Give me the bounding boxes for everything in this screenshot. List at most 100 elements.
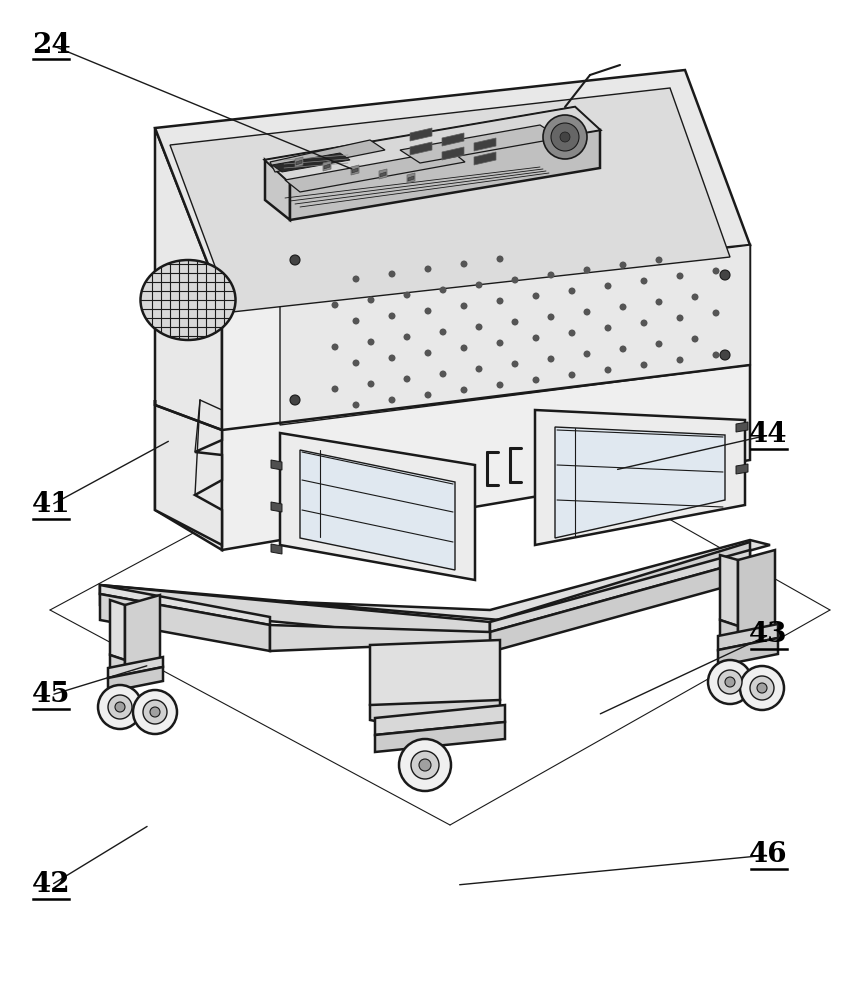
Polygon shape [735, 464, 747, 474]
Circle shape [388, 270, 395, 277]
Circle shape [532, 334, 539, 342]
Circle shape [403, 292, 410, 298]
Polygon shape [100, 540, 769, 620]
Polygon shape [490, 550, 749, 632]
Polygon shape [442, 147, 463, 160]
Text: 46: 46 [748, 841, 787, 868]
Polygon shape [735, 422, 747, 432]
Circle shape [719, 350, 729, 360]
Polygon shape [473, 138, 496, 151]
Polygon shape [154, 128, 222, 550]
Circle shape [98, 685, 142, 729]
Polygon shape [379, 169, 386, 179]
Circle shape [419, 759, 431, 771]
Circle shape [367, 380, 374, 387]
Text: 44: 44 [748, 422, 787, 448]
Circle shape [655, 340, 662, 348]
Polygon shape [170, 88, 729, 312]
Circle shape [583, 351, 589, 358]
Polygon shape [100, 594, 270, 651]
Polygon shape [294, 157, 303, 167]
Circle shape [496, 298, 503, 304]
Circle shape [331, 302, 338, 308]
Circle shape [107, 695, 132, 719]
Polygon shape [107, 667, 163, 692]
Circle shape [388, 355, 395, 361]
Circle shape [691, 336, 698, 342]
Circle shape [583, 266, 589, 273]
Circle shape [496, 340, 503, 347]
Circle shape [711, 310, 719, 316]
Circle shape [717, 670, 741, 694]
Polygon shape [270, 460, 281, 470]
Circle shape [475, 324, 482, 330]
Circle shape [460, 344, 467, 352]
Circle shape [604, 282, 611, 290]
Polygon shape [351, 168, 357, 173]
Circle shape [439, 286, 446, 294]
Polygon shape [272, 153, 350, 172]
Polygon shape [264, 107, 600, 183]
Text: 41: 41 [32, 491, 71, 518]
Circle shape [691, 294, 698, 300]
Circle shape [388, 312, 395, 320]
Polygon shape [737, 550, 774, 644]
Circle shape [142, 700, 167, 724]
Circle shape [618, 261, 626, 268]
Ellipse shape [141, 260, 235, 340]
Circle shape [352, 401, 359, 408]
Circle shape [511, 276, 518, 284]
Polygon shape [270, 544, 281, 554]
Polygon shape [408, 176, 414, 181]
Circle shape [676, 314, 682, 322]
Circle shape [707, 660, 751, 704]
Circle shape [547, 356, 554, 362]
Circle shape [604, 366, 611, 373]
Circle shape [711, 352, 719, 359]
Circle shape [740, 666, 783, 710]
Polygon shape [490, 560, 749, 652]
Polygon shape [407, 173, 415, 183]
Polygon shape [717, 624, 777, 650]
Polygon shape [409, 128, 432, 141]
Polygon shape [285, 150, 464, 192]
Circle shape [424, 350, 431, 357]
Polygon shape [154, 400, 222, 545]
Circle shape [618, 346, 626, 353]
Text: 45: 45 [32, 682, 71, 708]
Polygon shape [280, 433, 474, 580]
Circle shape [618, 304, 626, 310]
Polygon shape [270, 502, 281, 512]
Circle shape [640, 277, 647, 284]
Polygon shape [442, 133, 463, 146]
Circle shape [568, 330, 575, 336]
Circle shape [655, 256, 662, 263]
Circle shape [749, 676, 773, 700]
Polygon shape [719, 620, 737, 644]
Text: 42: 42 [32, 871, 71, 898]
Circle shape [550, 123, 578, 151]
Text: 24: 24 [32, 32, 71, 59]
Polygon shape [270, 140, 385, 172]
Circle shape [460, 260, 467, 267]
Circle shape [398, 739, 450, 791]
Circle shape [719, 270, 729, 280]
Polygon shape [534, 410, 744, 545]
Polygon shape [264, 107, 600, 183]
Polygon shape [280, 245, 749, 425]
Circle shape [424, 265, 431, 272]
Polygon shape [270, 625, 490, 651]
Circle shape [367, 296, 374, 304]
Circle shape [583, 308, 589, 316]
Polygon shape [154, 70, 749, 300]
Circle shape [388, 396, 395, 403]
Circle shape [496, 255, 503, 262]
Polygon shape [323, 164, 329, 169]
Circle shape [756, 683, 766, 693]
Circle shape [676, 272, 682, 279]
Circle shape [290, 255, 299, 265]
Circle shape [352, 275, 359, 282]
Polygon shape [369, 700, 499, 730]
Circle shape [439, 370, 446, 377]
Circle shape [604, 324, 611, 332]
